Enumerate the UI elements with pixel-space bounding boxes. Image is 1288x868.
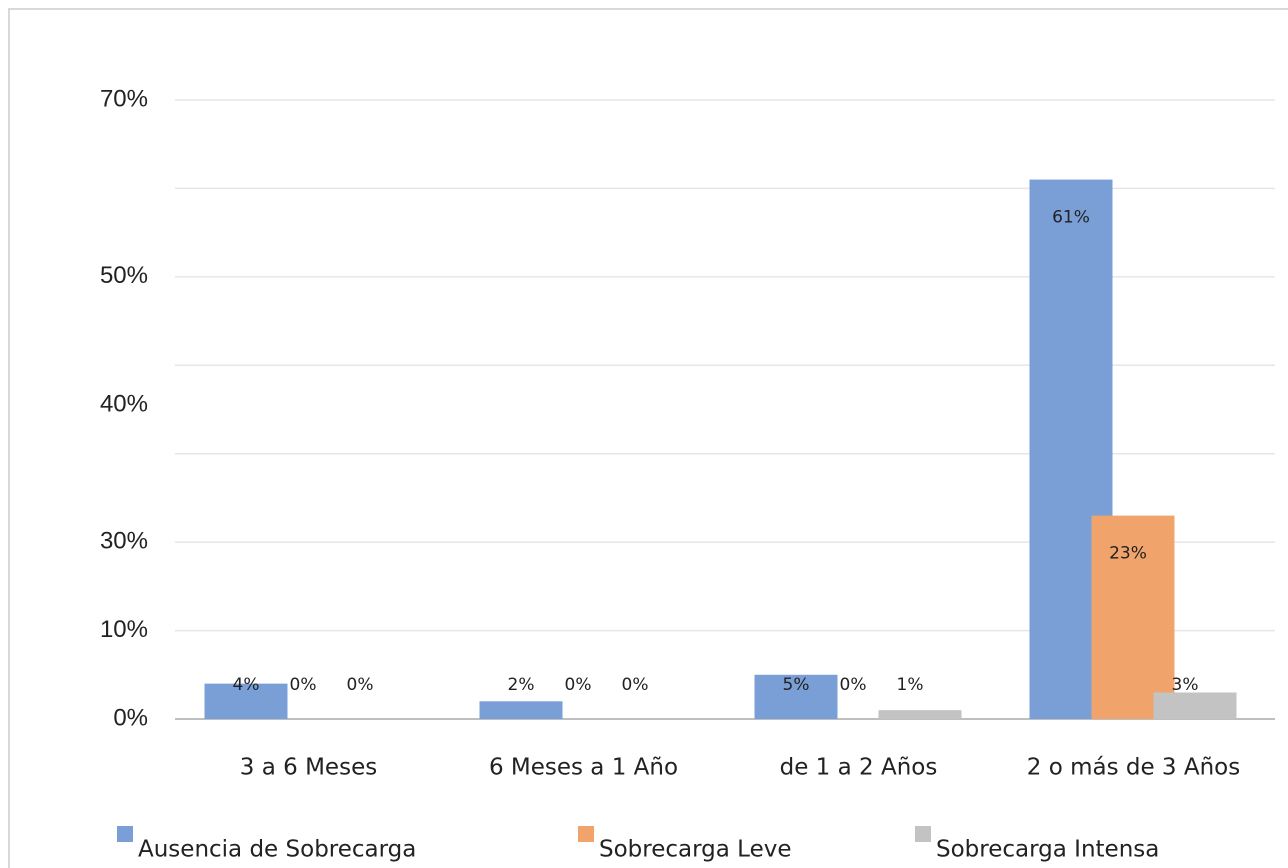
y-tick-label: 40% (100, 390, 148, 417)
x-tick-label: 6 Meses a 1 Año (489, 755, 678, 781)
legend-label: Sobrecarga Leve (599, 837, 792, 863)
bar (754, 674, 838, 719)
data-label: 0% (622, 675, 649, 695)
bar (1091, 515, 1175, 719)
data-label: 61% (1052, 208, 1090, 228)
data-label: 3% (1172, 675, 1199, 695)
data-label: 0% (347, 675, 374, 695)
chart-frame (8, 8, 1288, 868)
legend-swatch (578, 826, 594, 842)
data-label: 2% (508, 675, 535, 695)
bar (878, 710, 962, 719)
data-label: 1% (897, 675, 924, 695)
bar (204, 683, 288, 719)
bar (479, 701, 563, 719)
x-tick-label: 2 o más de 3 Años (1027, 755, 1241, 781)
data-label: 0% (840, 675, 867, 695)
y-tick-label: 50% (100, 262, 148, 289)
data-label: 0% (290, 675, 317, 695)
y-tick-label: 10% (100, 616, 148, 643)
data-label: 23% (1109, 544, 1147, 564)
legend-label: Ausencia de Sobrecarga (138, 837, 416, 863)
x-tick-label: de 1 a 2 Años (780, 755, 938, 781)
legend-swatch (915, 826, 931, 842)
y-tick-label: 0% (113, 704, 148, 731)
bar (1153, 692, 1237, 719)
y-tick-label: 30% (100, 527, 148, 554)
data-label: 4% (233, 675, 260, 695)
data-label: 0% (565, 675, 592, 695)
legend-label: Sobrecarga Intensa (936, 837, 1159, 863)
legend-swatch (117, 826, 133, 842)
data-label: 5% (783, 675, 810, 695)
y-tick-label: 70% (100, 85, 148, 112)
x-tick-label: 3 a 6 Meses (240, 755, 377, 781)
